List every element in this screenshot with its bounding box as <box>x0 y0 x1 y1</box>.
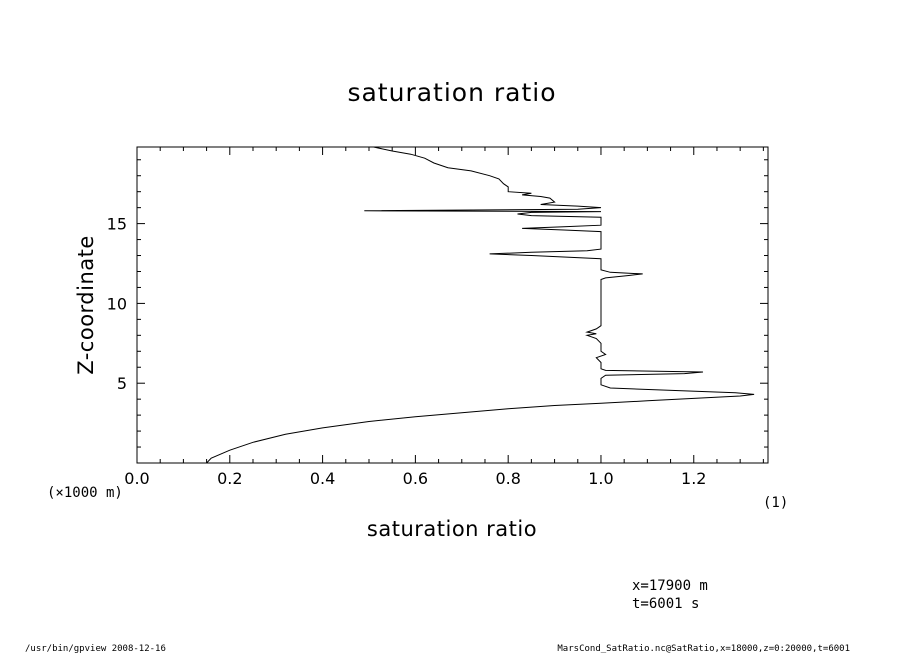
x-tick-label: 1.2 <box>681 469 706 488</box>
x-tick-label: 0.0 <box>124 469 149 488</box>
x-tick-label: 0.8 <box>495 469 520 488</box>
series-line <box>206 146 755 464</box>
plot-frame <box>136 146 769 464</box>
x-tick-label: 0.4 <box>310 469 335 488</box>
x-axis-tick-labels: 0.0 0.2 0.4 0.6 0.8 1.0 1.2 <box>124 469 706 488</box>
y-tick-label: 15 <box>107 215 127 234</box>
x-tick-label: 0.6 <box>403 469 428 488</box>
y-tick-label: 10 <box>107 294 127 313</box>
y-tick-label: 5 <box>117 374 127 393</box>
y-axis-tick-labels: 5 10 15 <box>107 215 127 394</box>
axis-ticks <box>136 147 768 463</box>
footer-left: /usr/bin/gpview 2008-12-16 <box>25 644 166 654</box>
y-axis-label: Z-coordinate <box>74 235 98 375</box>
x-tick-label: 1.0 <box>588 469 613 488</box>
x-axis-label: saturation ratio <box>367 517 537 541</box>
position-annotation: x=17900 m <box>632 578 708 594</box>
x-unit-note: (1) <box>763 495 788 511</box>
footer-right: MarsCond_SatRatio.nc@SatRatio,x=18000,z=… <box>557 644 850 654</box>
x-tick-label: 0.2 <box>217 469 242 488</box>
time-annotation: t=6001 s <box>632 596 699 612</box>
y-unit-note: (×1000 m) <box>47 485 123 501</box>
chart-title: saturation ratio <box>347 78 556 107</box>
